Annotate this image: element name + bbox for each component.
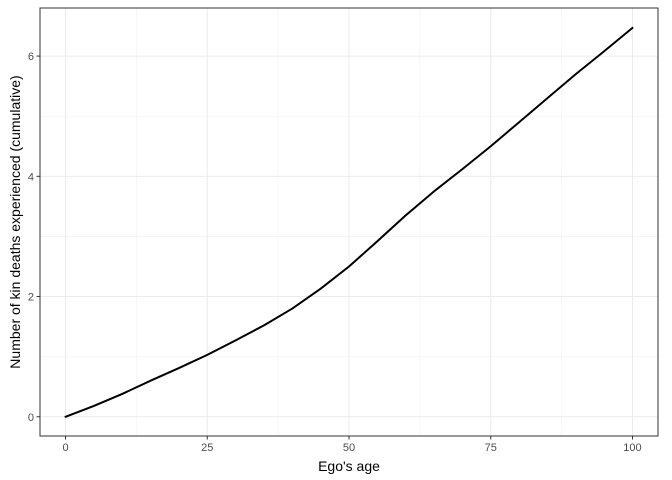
- x-axis: 0 25 50 75 100: [62, 436, 642, 454]
- x-tick-label: 0: [62, 442, 68, 454]
- y-tick-label: 0: [28, 412, 34, 424]
- series-line-0: [64, 26, 634, 418]
- y-tick-label: 4: [28, 171, 34, 183]
- y-tick-label: 2: [28, 292, 34, 304]
- x-tick-label: 50: [343, 442, 355, 454]
- y-tick-label: 6: [28, 51, 34, 63]
- y-axis-title: Number of kin deaths experienced (cumula…: [7, 75, 23, 368]
- major-gridlines: [40, 8, 658, 436]
- x-tick-label: 100: [623, 442, 641, 454]
- y-axis: 0 2 4 6: [28, 51, 40, 424]
- x-axis-title: Ego's age: [318, 458, 380, 474]
- series-layer: [64, 26, 634, 418]
- x-tick-label: 75: [485, 442, 497, 454]
- x-tick-label: 25: [201, 442, 213, 454]
